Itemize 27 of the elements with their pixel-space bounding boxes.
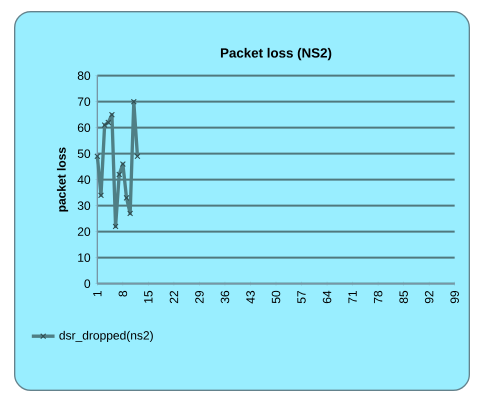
y-tick-label: 10 [78, 253, 90, 262]
x-tick-label: 57 [297, 290, 306, 304]
y-tick-label: 80 [78, 71, 90, 80]
y-tick-label: 40 [78, 175, 90, 184]
chart-title: Packet loss (NS2) [220, 48, 332, 60]
y-tick-label: 30 [78, 201, 90, 210]
legend-label: dsr_dropped(ns2) [59, 330, 153, 342]
y-tick-label: 70 [78, 97, 90, 106]
x-tick-label: 8 [118, 290, 128, 297]
x-tick-label: 92 [424, 290, 434, 304]
x-tick-label: 78 [374, 290, 382, 304]
y-tick-label: 20 [78, 227, 90, 236]
x-tick-label: 1 [93, 290, 102, 296]
x-tick-label: 43 [246, 290, 255, 304]
x-tick-label: 50 [272, 290, 280, 304]
y-tick-label: 50 [78, 149, 90, 158]
y-tick-label: 0 [84, 279, 90, 288]
x-tick-label: 36 [220, 290, 230, 304]
x-tick-label: 29 [195, 290, 204, 304]
x-tick-label: 99 [450, 290, 459, 304]
x-tick-label: 85 [399, 290, 408, 304]
x-tick-label: 22 [170, 290, 178, 304]
y-tick-label: 60 [78, 123, 90, 132]
x-tick-label: 64 [322, 290, 332, 304]
x-tick-label: 71 [348, 290, 357, 304]
x-tick-label: 15 [144, 290, 153, 303]
y-axis-title: packet loss [56, 147, 68, 212]
